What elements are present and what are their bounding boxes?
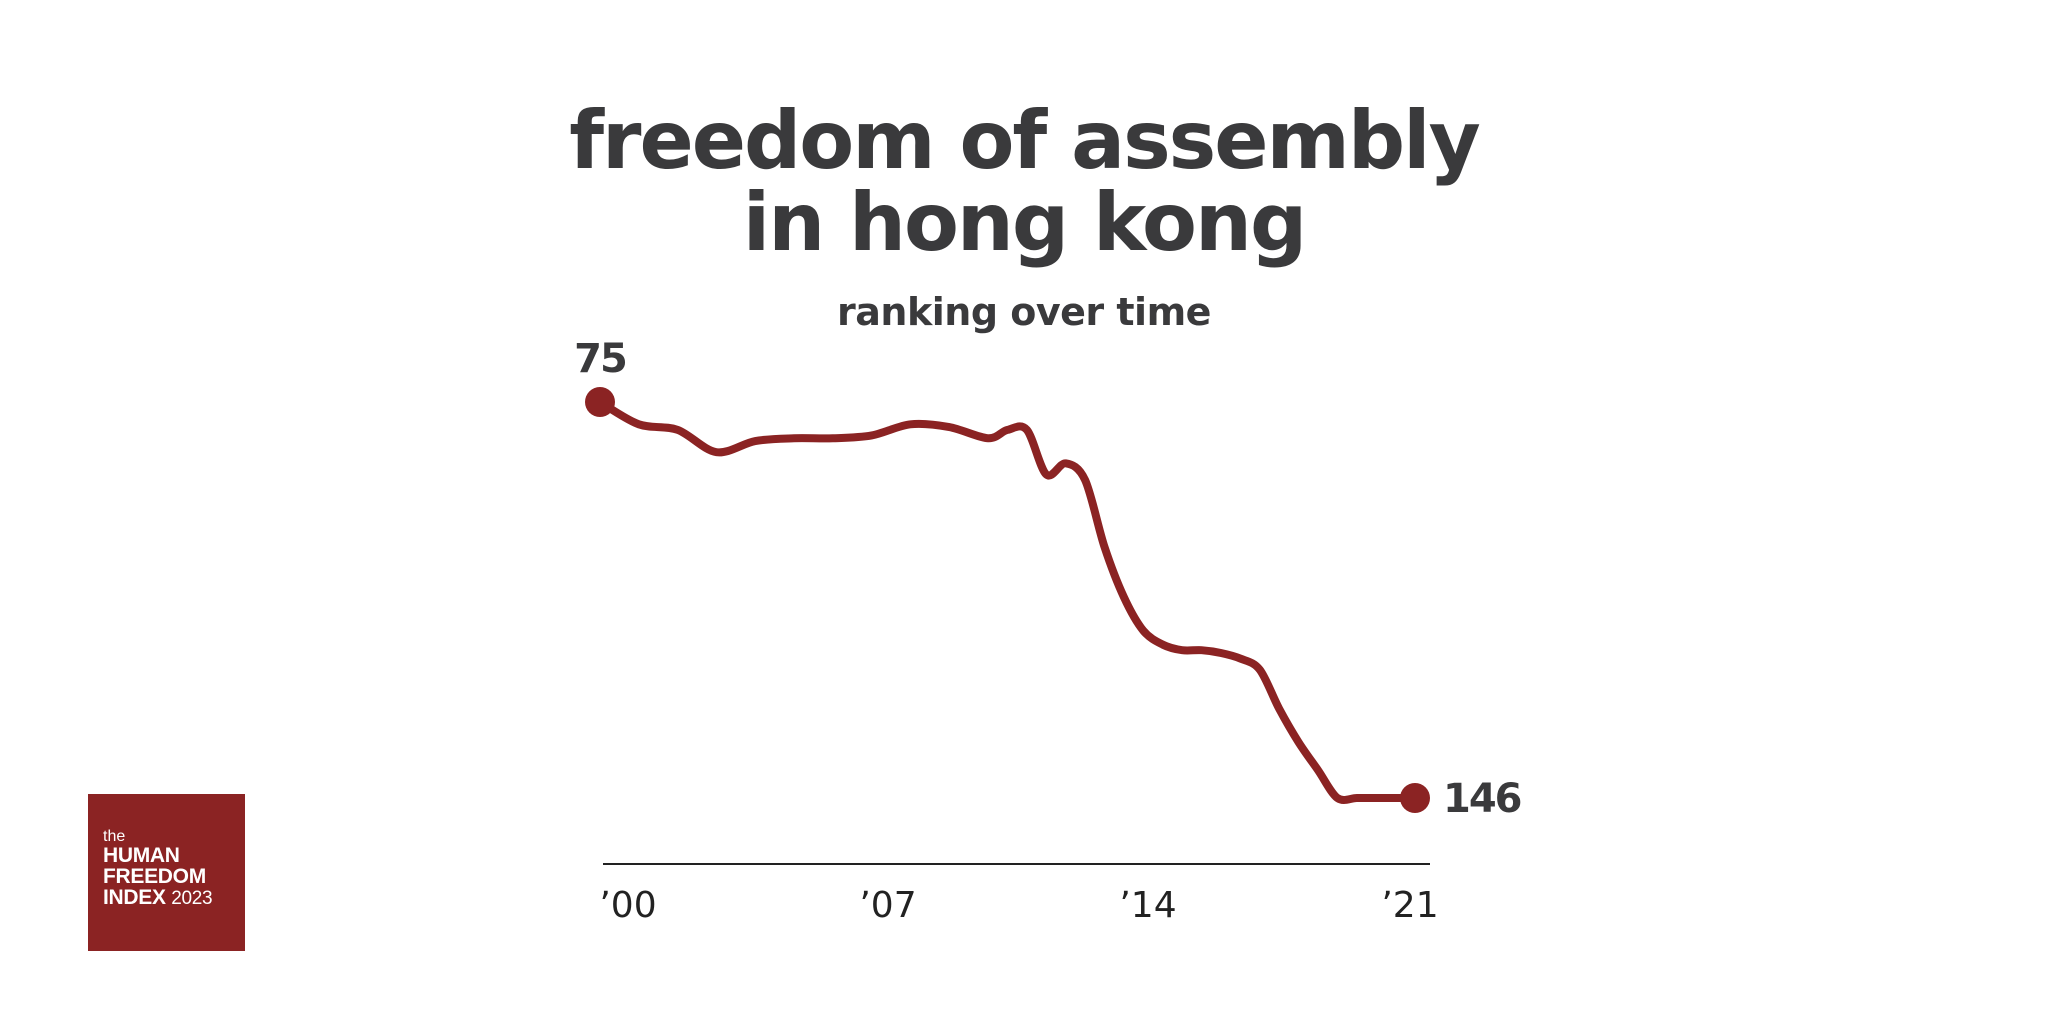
x-tick-label: ’21 <box>1381 885 1438 926</box>
chart-subtitle: ranking over time <box>837 290 1211 334</box>
human-freedom-index-logo: the HUMAN FREEDOM INDEX 2023 <box>88 794 245 951</box>
chart-title-line-1: freedom of assembly <box>569 94 1481 187</box>
logo-the: the <box>103 828 126 845</box>
end-point-marker <box>1400 783 1430 813</box>
start-point-marker <box>585 387 615 417</box>
logo-index: INDEX <box>103 886 166 909</box>
logo-freedom: FREEDOM <box>103 865 206 888</box>
start-value-label: 75 <box>574 336 626 382</box>
chart-title-line-2: in hong kong <box>742 176 1307 269</box>
logo-year: 2023 <box>171 888 213 909</box>
logo-index-line: INDEX 2023 <box>103 887 245 909</box>
x-tick-label: ’00 <box>599 885 656 926</box>
logo-human: HUMAN <box>103 844 180 867</box>
chart-title: freedom of assembly in hong kong <box>0 100 2048 264</box>
x-tick-label: ’07 <box>859 885 916 926</box>
x-tick-label: ’14 <box>1119 885 1176 926</box>
series-line <box>596 398 1419 804</box>
end-value-label: 146 <box>1443 776 1521 822</box>
